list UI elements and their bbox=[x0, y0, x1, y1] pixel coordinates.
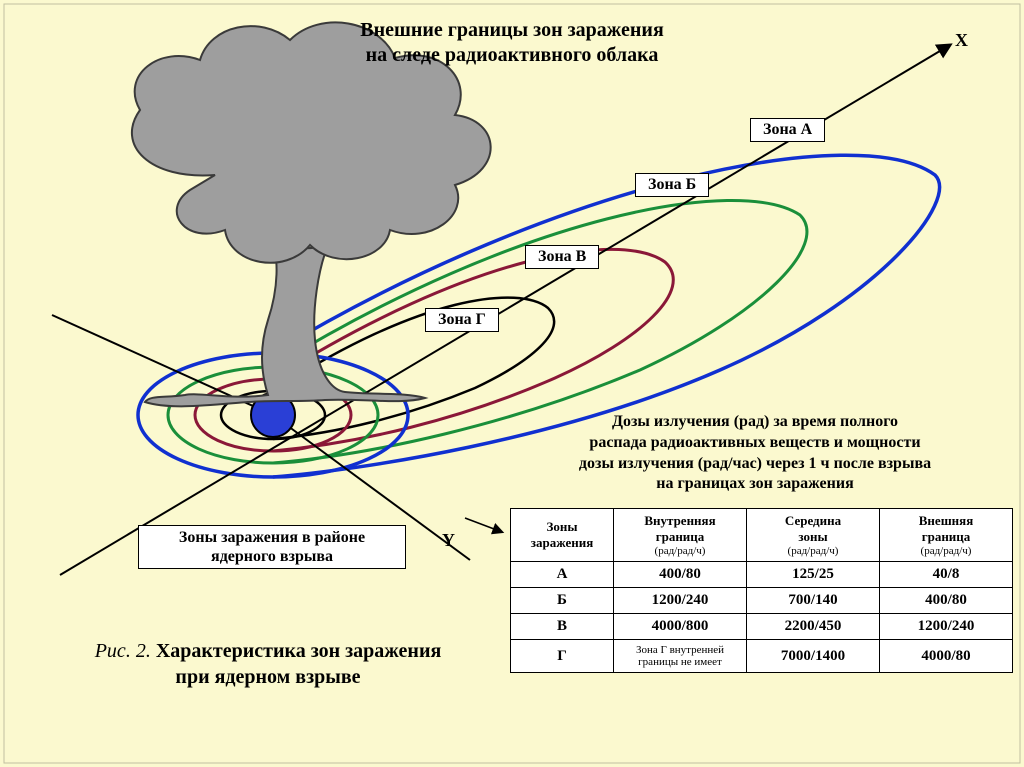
cell-inner: 4000/800 bbox=[614, 614, 747, 640]
diagram-title-text: Внешние границы зон зараженияна следе ра… bbox=[360, 19, 664, 66]
cell-middle: 700/140 bbox=[747, 588, 880, 614]
cell-inner: 1200/240 bbox=[614, 588, 747, 614]
table-row: А400/80125/2540/8 bbox=[511, 562, 1013, 588]
axis-y-label: Y bbox=[442, 530, 455, 551]
ground-zones-label: Зоны заражения в районеядерного взрыва bbox=[138, 525, 406, 569]
table-row: Б1200/240700/140400/80 bbox=[511, 588, 1013, 614]
cell-middle: 2200/450 bbox=[747, 614, 880, 640]
table-row: ГЗона Г внутреннейграницы не имеет7000/1… bbox=[511, 640, 1013, 673]
dose-description: Дозы излучения (рад) за время полногорас… bbox=[525, 412, 985, 495]
caption-text: Характеристика зон зараженияпри ядерном … bbox=[156, 640, 441, 688]
zone-dose-table: Зонызаражения Внутренняяграница(рад/рад/… bbox=[510, 508, 1013, 673]
cell-inner: Зона Г внутреннейграницы не имеет bbox=[614, 640, 747, 673]
col-zone: Зонызаражения bbox=[511, 509, 614, 562]
cell-outer: 40/8 bbox=[880, 562, 1013, 588]
zone-b-label: Зона Б bbox=[635, 173, 709, 197]
cell-middle: 7000/1400 bbox=[747, 640, 880, 673]
zone-g-label: Зона Г bbox=[425, 308, 499, 332]
dose-description-text: Дозы излучения (рад) за время полногорас… bbox=[579, 413, 931, 492]
col-middle: Серединазоны(рад/рад/ч) bbox=[747, 509, 880, 562]
cell-zone: В bbox=[511, 614, 614, 640]
cell-outer: 400/80 bbox=[880, 588, 1013, 614]
col-outer: Внешняяграница(рад/рад/ч) bbox=[880, 509, 1013, 562]
axis-x-label: X bbox=[955, 30, 968, 51]
col-inner: Внутренняяграница(рад/рад/ч) bbox=[614, 509, 747, 562]
figure-caption: Рис. 2. Характеристика зон зараженияпри … bbox=[68, 638, 468, 690]
cell-zone: Г bbox=[511, 640, 614, 673]
ground-zones-text: Зоны заражения в районеядерного взрыва bbox=[179, 529, 365, 565]
table-row: В4000/8002200/4501200/240 bbox=[511, 614, 1013, 640]
cell-zone: А bbox=[511, 562, 614, 588]
cell-inner: 400/80 bbox=[614, 562, 747, 588]
diagram-title: Внешние границы зон зараженияна следе ра… bbox=[302, 18, 722, 68]
cell-middle: 125/25 bbox=[747, 562, 880, 588]
cell-zone: Б bbox=[511, 588, 614, 614]
zone-v-label: Зона В bbox=[525, 245, 599, 269]
cell-outer: 1200/240 bbox=[880, 614, 1013, 640]
caption-prefix: Рис. 2. bbox=[95, 640, 151, 662]
cell-outer: 4000/80 bbox=[880, 640, 1013, 673]
zone-a-label: Зона А bbox=[750, 118, 825, 142]
